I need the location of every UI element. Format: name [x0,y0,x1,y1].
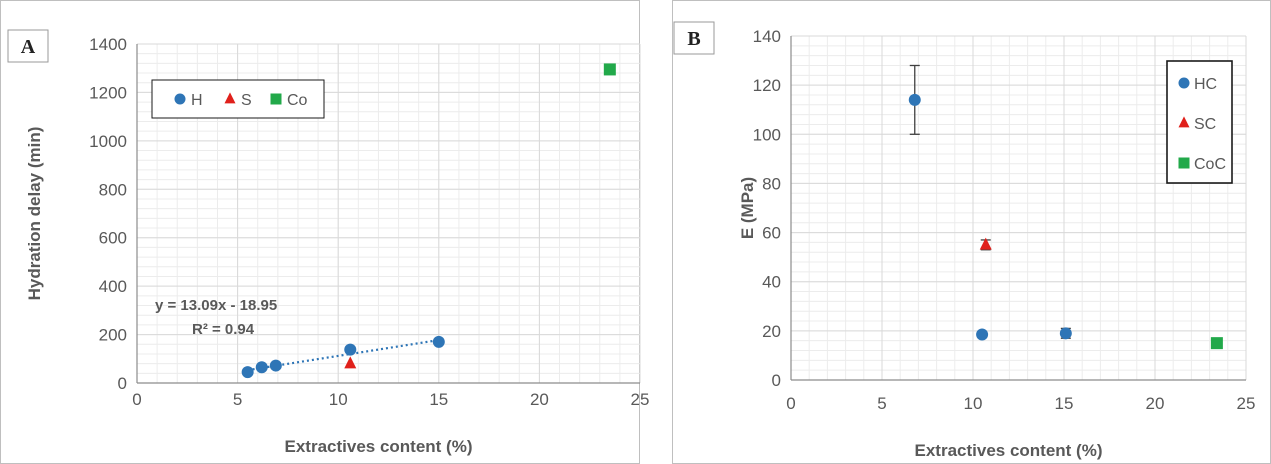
x-tick-label: 5 [877,394,886,413]
y-tick-label: 400 [99,277,127,296]
x-axis-title: Extractives content (%) [915,441,1103,460]
data-point-H [344,343,357,356]
legend-label: SC [1194,116,1216,133]
data-point-Co [603,63,616,76]
data-point-HC [976,328,989,341]
trendline-equation: y = 13.09x - 18.95 [155,297,277,314]
legend-marker-Co [270,93,282,105]
panel-label: A [21,36,36,58]
y-tick-label: 600 [99,229,127,248]
legend-box [1166,60,1233,184]
x-tick-label: 0 [132,390,141,409]
data-point-HC [1059,327,1072,340]
data-point-H [241,366,254,379]
x-tick-label: 10 [329,390,348,409]
x-tick-label: 10 [964,394,983,413]
data-point-HC [908,93,921,106]
legend: HC SC CoC [1166,60,1233,184]
legend-marker-H [174,93,186,105]
x-tick-label: 15 [1055,394,1074,413]
y-axis-title: E (MPa) [738,177,757,239]
legend-marker-HC [1178,77,1190,89]
panel-label-box [673,21,715,55]
legend-label: H [191,92,203,109]
chart-panel-B: 0 20 40 60 80 100 120 140 0 5 10 15 20 25 Extractives … [672,0,1271,464]
legend-label: Co [287,92,308,109]
chart-panel-A: 0 200 400 600 800 1000 1200 1400 0 5 10 15 20 25 Extra… [0,0,650,464]
legend: H S Co [151,79,325,119]
x-tick-label: 20 [1146,394,1165,413]
y-tick-label: 800 [99,180,127,199]
y-tick-label: 0 [772,371,781,390]
x-tick-label: 5 [233,390,242,409]
legend-marker-SC [1178,116,1190,128]
y-tick-label: 100 [753,125,781,144]
x-tick-label: 25 [1237,394,1256,413]
y-tick-label: 60 [762,224,781,243]
data-point-H [432,335,445,348]
x-tick-label: 15 [429,390,448,409]
legend-marker-S [224,92,236,104]
x-tick-label: 0 [786,394,795,413]
y-tick-label: 200 [99,326,127,345]
trendline [247,338,439,372]
y-tick-label: 120 [753,76,781,95]
panel-label: B [687,28,700,50]
trendline-r-squared: R² = 0.94 [192,321,255,338]
data-point-S [344,356,357,369]
legend-label: S [241,92,252,109]
data-point-CoC [1210,337,1223,350]
x-tick-label: 20 [530,390,549,409]
legend-marker-CoC [1178,157,1190,169]
y-tick-label: 1000 [89,132,127,151]
y-tick-label: 20 [762,322,781,341]
legend-label: HC [1194,76,1217,93]
data-point-H [269,359,282,372]
panel-label-box [7,29,49,63]
data-point-SC [979,237,992,250]
y-tick-label: 80 [762,174,781,193]
data-point-H [255,361,268,374]
y-tick-label: 1200 [89,83,127,102]
y-tick-label: 40 [762,273,781,292]
y-tick-label: 1400 [89,35,127,54]
x-axis-title: Extractives content (%) [285,437,473,456]
y-tick-label: 140 [753,27,781,46]
legend-label: CoC [1194,156,1226,173]
y-axis-title: Hydration delay (min) [25,127,44,301]
x-tick-label: 25 [631,390,650,409]
y-tick-label: 0 [118,374,127,393]
